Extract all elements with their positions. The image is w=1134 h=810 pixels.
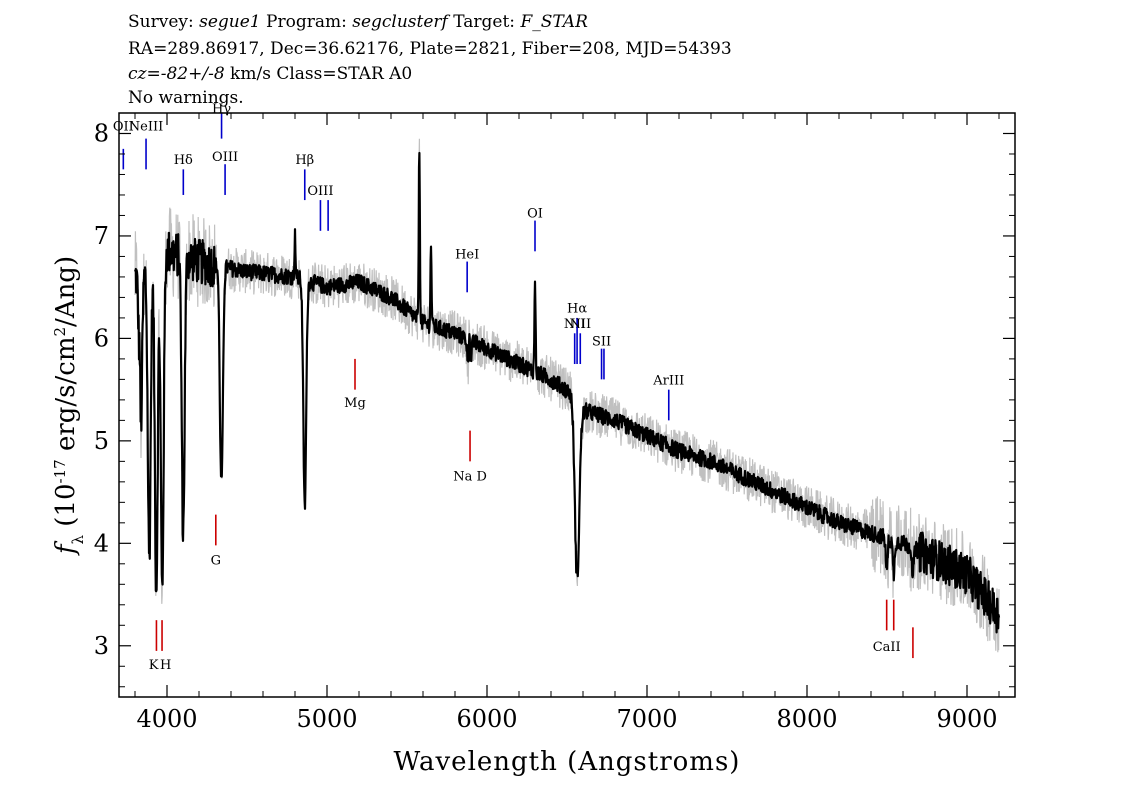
y-tick-label: 7: [94, 222, 109, 250]
x-tick-label: 6000: [456, 705, 517, 733]
line-marker-label: Hδ: [174, 153, 193, 168]
axis-ticks: 4000 5000 6000 7000 8000 9000 3 4 5 6 7 8: [94, 113, 1015, 733]
flux-line: [133, 151, 1001, 634]
y-tick-label: 3: [94, 632, 109, 660]
header-line-4: No warnings.: [128, 88, 244, 108]
line-marker-label: Na D: [453, 470, 487, 485]
line-marker-label: Hβ: [295, 153, 314, 168]
header-line-2: RA=289.86917, Dec=36.62176, Plate=2821, …: [128, 39, 732, 59]
y-tick-label: 5: [94, 427, 109, 455]
x-tick-label: 9000: [936, 705, 997, 733]
x-tick-label: 4000: [136, 705, 197, 733]
x-tick-label: 8000: [776, 705, 837, 733]
plot-frame: [118, 112, 1016, 698]
line-marker-label: NeIII: [129, 119, 163, 134]
line-marker-label: OIII: [212, 150, 238, 165]
header-line-3: cz=-82+/-8 km/s Class=STAR A0: [128, 64, 413, 84]
line-marker-label: SII: [592, 334, 611, 349]
line-marker-label: H: [160, 658, 171, 673]
line-marker-label: ArIII: [652, 373, 684, 388]
line-marker-label: Mg: [344, 396, 366, 411]
program-value: segclusterf: [352, 12, 448, 32]
line-marker-label: G: [211, 554, 221, 569]
x-tick-label: 7000: [616, 705, 677, 733]
line-marker-label: Hγ: [212, 102, 231, 117]
line-marker-label: NII: [564, 317, 586, 332]
line-marker-label: HeI: [455, 247, 479, 262]
line-marker-label: OI: [527, 206, 543, 221]
y-tick-label: 8: [94, 119, 109, 147]
line-marker-label: CaII: [873, 640, 901, 655]
target-value: F_STAR: [520, 12, 588, 32]
y-axis-label: fλ (10-17 erg/s/cm2/Ang): [51, 256, 87, 556]
x-axis-label: Wavelength (Angstroms): [394, 747, 741, 777]
header-line-1: Survey: segue1 Program: segclusterf Targ…: [128, 12, 588, 32]
y-tick-label: 6: [94, 324, 109, 352]
x-tick-label: 5000: [296, 705, 357, 733]
line-marker-label: NII: [569, 317, 591, 332]
y-tick-label: 4: [94, 529, 109, 557]
line-marker-label: Hα: [567, 302, 587, 317]
line-marker-label: K: [149, 658, 159, 673]
line-marker-label: OII: [113, 119, 134, 134]
survey-value: segue1: [199, 12, 261, 32]
flux-series: [133, 151, 1001, 634]
line-marker-label: OIII: [307, 184, 333, 199]
